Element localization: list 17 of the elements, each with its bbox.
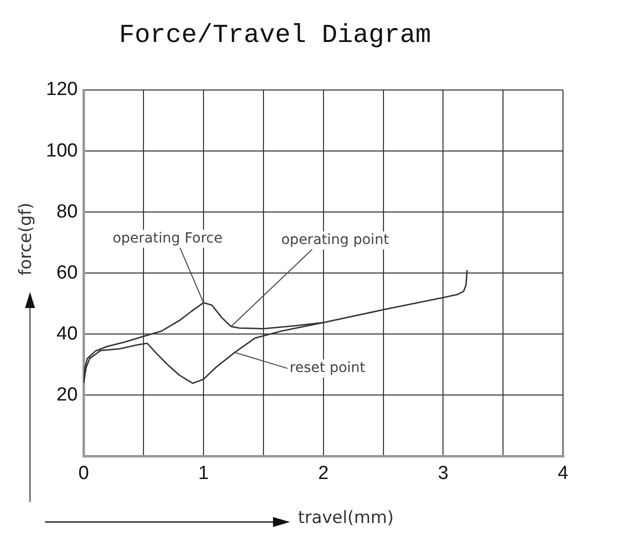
x-tick-label: 0	[78, 462, 89, 484]
chart-title: Force/Travel Diagram	[118, 20, 432, 50]
y-tick-label: 60	[56, 262, 78, 284]
annotation: operating Force	[112, 230, 222, 246]
annotation: reset point	[290, 360, 366, 376]
x-tick-label: 2	[318, 462, 329, 484]
y-tick-label: 100	[46, 140, 78, 162]
x-tick-label: 1	[198, 462, 209, 484]
x-tick-label: 4	[558, 462, 569, 484]
y-tick-label: 40	[56, 323, 78, 344]
y-axis-title: force(gf)	[16, 202, 37, 278]
annotation: operating point	[281, 232, 390, 248]
y-tick-label: 20	[56, 384, 78, 406]
y-tick-label: 120	[46, 79, 78, 100]
y-tick-label: 80	[56, 201, 78, 222]
x-tick-label: 3	[438, 462, 448, 484]
x-axis-title: travel(mm)	[298, 508, 394, 528]
